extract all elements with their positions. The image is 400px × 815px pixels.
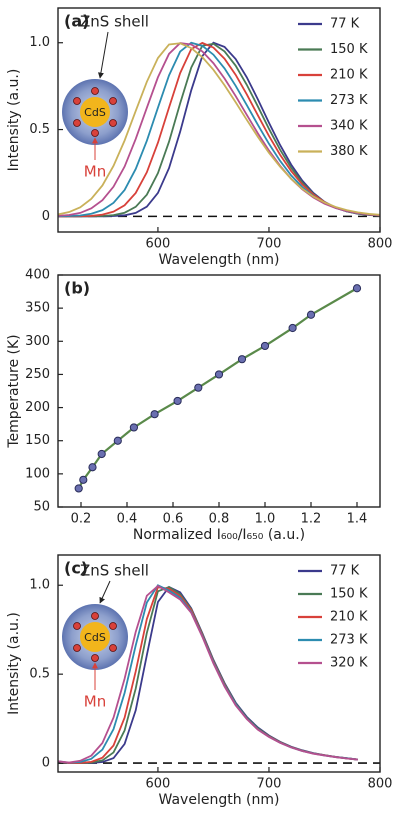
plot-frame [57,274,381,508]
point [194,383,203,392]
y-tick-label: 250 [25,367,50,382]
x-axis-label: Wavelength (nm) [159,252,280,268]
legend-label: 77 K [330,17,360,32]
legend-label: 380 K [330,144,368,159]
annotation: CdS [84,106,106,119]
legend-label: 150 K [330,587,368,602]
point [97,449,106,459]
y-tick-label: 0.5 [29,122,50,137]
x-tick-label: 1.0 [255,512,276,527]
inset-nanoparticle: ZnS shell CdS Mn [62,562,149,711]
line-series [58,42,380,217]
point [288,323,297,333]
y-tick-label: 1.0 [29,578,50,593]
x-tick-label: 700 [257,777,282,792]
point [74,484,83,493]
panel-label: (b) [64,279,90,298]
panel-label: (c) [64,559,88,578]
legend-label: 150 K [330,42,368,57]
plot-frame [57,7,381,233]
point [113,436,122,445]
x-axis-label: Normalized I₆₀₀/I₆₅₀ (a.u.) [133,527,305,543]
annotation: ZnS shell [80,13,149,31]
point [129,423,138,432]
y-tick-label: 50 [33,500,50,515]
legend-label: 273 K [330,93,368,108]
point [260,341,270,351]
x-axis-label: Wavelength (nm) [159,792,280,808]
legend-label: 320 K [330,656,368,671]
y-tick-label: 150 [25,433,50,448]
x-tick-label: 0.6 [163,512,184,527]
legend-label: 77 K [330,564,360,579]
panel-label: (a) [64,12,89,31]
line-series [58,584,358,764]
y-axis-label: Temperature (K) [6,334,22,448]
legend-label: 210 K [330,68,368,83]
point [88,463,97,472]
x-tick-label: 1.2 [301,512,322,527]
y-tick-label: 300 [25,334,50,349]
x-tick-label: 1.4 [347,512,368,527]
annotation: CdS [84,631,106,644]
point [237,355,247,364]
fit-line [77,287,358,489]
x-tick-label: 0.2 [71,512,92,527]
y-tick-label: 0 [42,209,50,224]
legend-label: 273 K [330,633,368,648]
x-tick-label: 600 [146,777,171,792]
point [150,410,159,419]
x-tick-label: 800 [368,777,393,792]
point [352,284,362,293]
legend-label: 210 K [330,610,368,625]
y-axis-label: Intensity (a.u.) [6,69,22,172]
point [173,396,182,406]
y-tick-label: 100 [25,466,50,481]
point [214,370,224,379]
y-tick-label: 0 [42,756,50,771]
x-tick-label: 700 [257,237,282,252]
line-series [58,42,380,216]
y-tick-label: 1.0 [29,35,50,50]
x-tick-label: 600 [146,237,171,252]
annotation: ZnS shell [80,562,149,580]
inset-nanoparticle: ZnS shell CdS Mn [62,13,149,181]
x-tick-label: 0.4 [117,512,138,527]
y-axis-label: Intensity (a.u.) [6,612,22,715]
x-tick-label: 800 [368,237,393,252]
y-tick-label: 200 [25,400,50,415]
annotation: Mn [84,163,106,181]
y-tick-label: 400 [25,268,50,283]
legend-label: 340 K [330,119,368,134]
panel: 0.2 0.4 0.6 0.8 1.0 1.2 1.4 50 100 150 200 250 300 35… [6,268,381,543]
y-tick-label: 0.5 [29,667,50,682]
panel: 600 700 800 0 0.5 1.0 77 K 150 K 210 K 273 K 320 K… [6,554,393,808]
point [306,310,316,319]
annotation: Mn [84,693,106,711]
x-tick-label: 0.8 [209,512,230,527]
point [79,475,88,484]
plot-frame [57,554,381,773]
panel: 600 700 800 0 0.5 1.0 77 K 150 K 210 K 273 K 340 K… [6,7,393,268]
y-tick-label: 350 [25,301,50,316]
